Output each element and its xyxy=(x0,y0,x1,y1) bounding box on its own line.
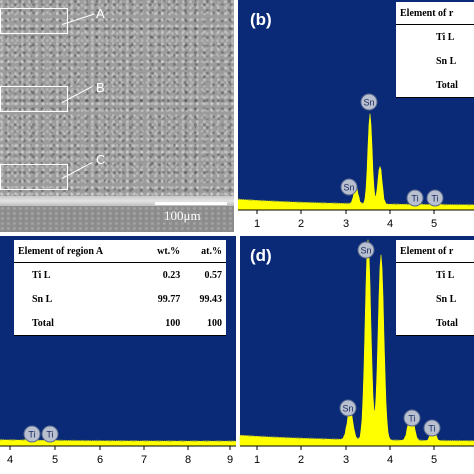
scale-bar-label: 100μm xyxy=(164,208,201,223)
table-cell-element: Ti L xyxy=(436,31,455,43)
x-tick-label: 5 xyxy=(52,454,58,466)
peak-label: Ti xyxy=(431,194,438,204)
peak-label: Sn xyxy=(363,98,374,108)
element-table-b: Element of r Ti L Sn L Total xyxy=(396,2,474,98)
x-tick-label: 2 xyxy=(298,218,304,230)
table-header-element: Element of region A xyxy=(14,240,142,263)
table-cell-at: 0.57 xyxy=(204,269,223,281)
peak-marker xyxy=(357,241,375,259)
panel-label-d: (d) xyxy=(250,246,272,265)
peak-marker xyxy=(23,425,41,443)
table-header: Element of r xyxy=(396,2,474,25)
region-box-c xyxy=(0,164,68,190)
sem-micrograph: A B C 100μm xyxy=(0,0,234,232)
region-box-a xyxy=(0,8,68,34)
x-tick-label: 4 xyxy=(7,454,13,466)
region-box-b xyxy=(0,86,68,112)
region-label-c: C xyxy=(96,152,106,167)
eds-panel-c: 4 5 6 7 8 9 Ti Ti Element of region A wt.% at.%… xyxy=(0,236,236,474)
spectrum-trace xyxy=(0,434,236,447)
x-tick-label: 5 xyxy=(431,454,437,466)
peak-marker xyxy=(339,399,357,417)
peak-marker xyxy=(41,425,59,443)
peak-label: Sn xyxy=(360,246,371,256)
table-cell-element: Sn L xyxy=(436,55,457,67)
table-header: Element of r xyxy=(396,240,474,263)
table-cell-element: Sn L xyxy=(436,293,457,305)
table-header-wt: wt.% xyxy=(141,240,185,263)
spectrum-trace xyxy=(239,239,474,447)
peak-label: Ti xyxy=(408,414,415,424)
table-cell-element: Ti L xyxy=(436,269,455,281)
scale-bar xyxy=(155,202,227,205)
peak-label: Ti xyxy=(28,430,35,440)
table-cell-at: 99.43 xyxy=(199,293,223,305)
x-tick-label: 6 xyxy=(97,454,103,466)
x-tick-label: 4 xyxy=(387,454,393,466)
table-cell-at: 100 xyxy=(184,311,226,336)
peak-marker xyxy=(406,189,424,207)
x-tick-label: 1 xyxy=(254,218,260,230)
peak-label: Sn xyxy=(342,404,353,414)
peak-label: Ti xyxy=(411,194,418,204)
table-cell-wt: 99.77 xyxy=(157,293,181,305)
x-tick-label: 7 xyxy=(141,454,147,466)
peak-marker xyxy=(403,409,421,427)
x-tick-label: 3 xyxy=(343,218,349,230)
sem-interface-band xyxy=(0,196,234,206)
peak-label: Ti xyxy=(46,430,53,440)
x-tick-label: 4 xyxy=(387,218,393,230)
peak-marker xyxy=(426,189,444,207)
peak-marker xyxy=(360,93,378,111)
x-tick-label: 5 xyxy=(431,218,437,230)
table-cell-element: Ti L xyxy=(32,269,51,281)
table-cell-element: Total xyxy=(396,311,474,336)
x-tick-label: 3 xyxy=(343,454,349,466)
eds-panel-b: 1 2 3 4 5 Sn Sn Ti Ti (b) Element of r Ti L Sn L… xyxy=(238,0,474,232)
table-cell-element: Total xyxy=(14,311,142,336)
panel-label-b: (b) xyxy=(250,10,272,29)
peak-marker xyxy=(423,419,441,437)
x-tick-label: 2 xyxy=(298,454,304,466)
table-cell-element: Total xyxy=(396,73,474,98)
table-header-at: at.% xyxy=(184,240,226,263)
x-tick-label: 8 xyxy=(185,454,191,466)
region-label-b: B xyxy=(96,80,105,95)
element-table-c: Element of region A wt.% at.% Ti L 0.23 … xyxy=(14,240,226,336)
table-cell-wt: 100 xyxy=(141,311,185,336)
table-cell-element: Sn L xyxy=(32,293,53,305)
table-cell-wt: 0.23 xyxy=(162,269,181,281)
region-label-a: A xyxy=(96,6,105,21)
peak-marker xyxy=(340,178,358,196)
peak-label: Sn xyxy=(343,183,354,193)
x-tick-label: 9 xyxy=(227,454,233,466)
sem-surface xyxy=(0,0,234,205)
sem-substrate xyxy=(0,206,234,232)
peak-label: Ti xyxy=(428,424,435,434)
element-table-d: Element of r Ti L Sn L Total xyxy=(396,240,474,336)
eds-panel-d: 1 2 3 4 5 Sn Sn Ti Ti (d) Element of r Ti L Sn L… xyxy=(238,236,474,474)
x-tick-label: 1 xyxy=(254,454,260,466)
